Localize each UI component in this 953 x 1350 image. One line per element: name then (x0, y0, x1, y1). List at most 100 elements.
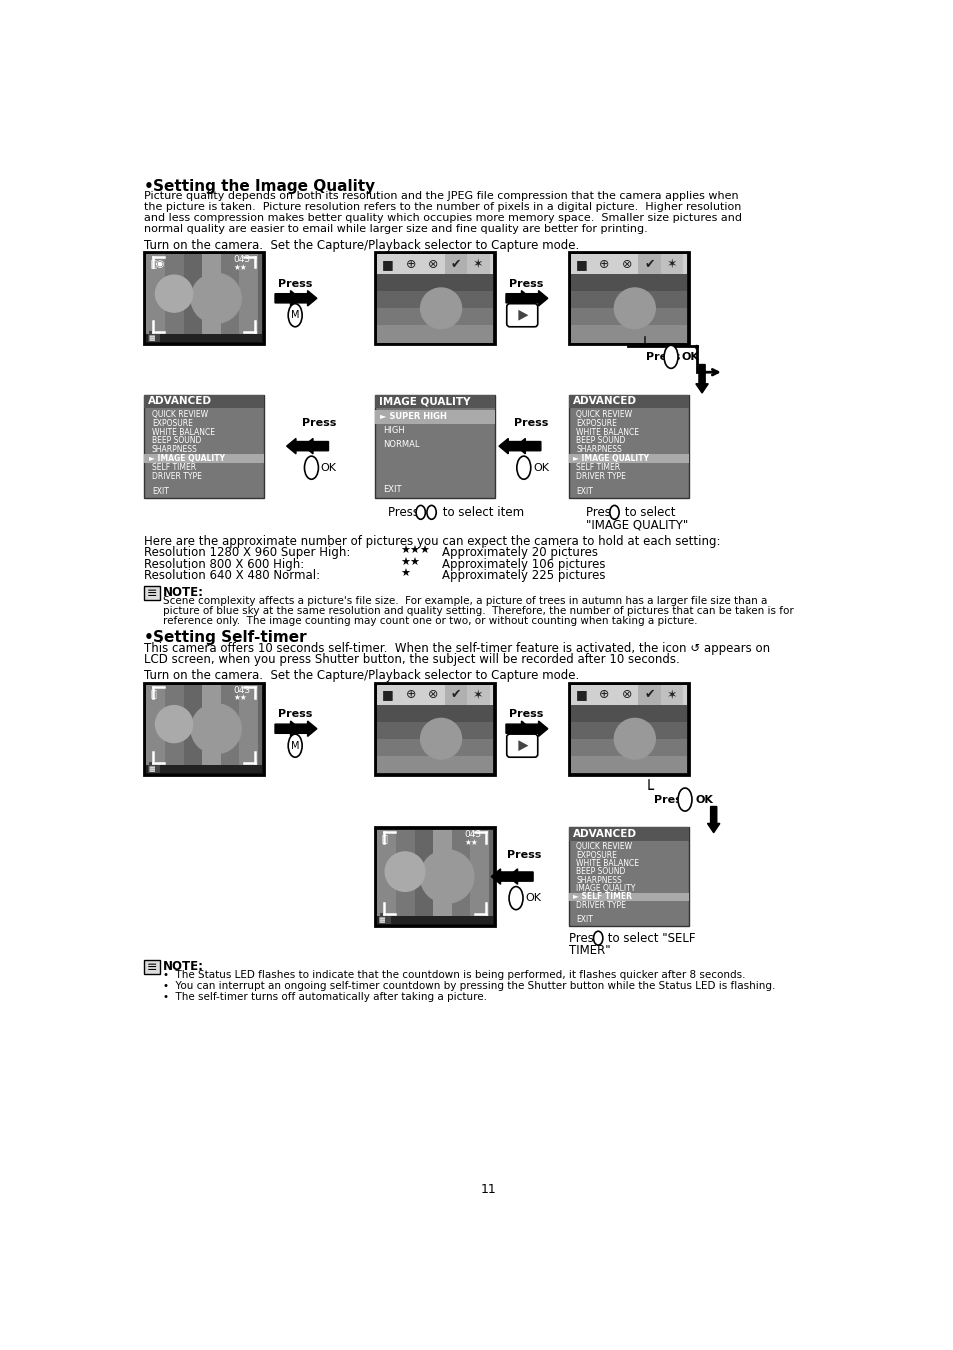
Bar (377, 705, 493, 772)
Bar (377, 254, 493, 274)
Text: ⊕: ⊕ (405, 688, 416, 702)
Text: ≡: ≡ (147, 961, 157, 973)
Text: Here are the approximate number of pictures you can expect the camera to hold at: Here are the approximate number of pictu… (144, 536, 720, 548)
Bar (433, 830, 452, 917)
Bar (375, 394, 495, 498)
Text: ► SUPER HIGH: ► SUPER HIGH (379, 412, 446, 421)
Bar (377, 915, 493, 923)
Text: •  You can interrupt an ongoing self-timer countdown by pressing the Shutter but: • You can interrupt an ongoing self-time… (162, 981, 774, 991)
Text: SHARPNESS: SHARPNESS (576, 876, 621, 884)
Ellipse shape (593, 931, 602, 945)
FancyBboxPatch shape (506, 734, 537, 757)
Text: QUICK REVIEW: QUICK REVIEW (576, 410, 632, 418)
Bar (660, 254, 682, 274)
Text: 11: 11 (480, 1183, 497, 1196)
Bar (183, 254, 202, 335)
Bar (377, 756, 493, 774)
Bar (593, 684, 616, 705)
Text: NORMAL: NORMAL (382, 440, 418, 450)
Text: SELF TIMER: SELF TIMER (576, 463, 620, 472)
Text: ★★: ★★ (233, 694, 247, 702)
Bar (150, 761, 155, 765)
Bar (377, 292, 493, 309)
Text: ► SELF TIMER: ► SELF TIMER (573, 892, 632, 902)
Bar (375, 410, 495, 424)
FancyArrow shape (522, 290, 547, 306)
Text: ⊕: ⊕ (598, 688, 609, 702)
Text: ⌛◉: ⌛◉ (150, 258, 165, 267)
Text: ▦: ▦ (148, 765, 154, 772)
FancyArrow shape (274, 290, 299, 306)
Bar (660, 684, 682, 705)
Bar (638, 254, 660, 274)
Bar (571, 705, 686, 772)
Text: Setting Self-timer: Setting Self-timer (153, 630, 307, 645)
Text: WHITE BALANCE: WHITE BALANCE (152, 428, 214, 436)
FancyArrow shape (498, 439, 523, 454)
Bar (467, 684, 489, 705)
Bar (148, 765, 160, 772)
Text: Approximately 106 pictures: Approximately 106 pictures (442, 558, 605, 571)
Bar (568, 394, 688, 498)
Ellipse shape (288, 304, 302, 327)
Bar (144, 960, 159, 975)
Text: NOTE:: NOTE: (162, 586, 203, 598)
Polygon shape (517, 740, 528, 751)
Bar (444, 684, 467, 705)
Text: reference only.  The image counting may count one or two, or without counting wh: reference only. The image counting may c… (162, 616, 697, 625)
Ellipse shape (304, 456, 318, 479)
Bar (422, 684, 444, 705)
Bar (571, 722, 686, 740)
Polygon shape (517, 310, 528, 320)
FancyArrow shape (695, 364, 707, 393)
FancyArrow shape (508, 869, 533, 884)
Text: ► IMAGE QUALITY: ► IMAGE QUALITY (149, 454, 225, 463)
Bar (183, 684, 202, 765)
Text: SELF TIMER: SELF TIMER (152, 463, 195, 472)
Text: ≡: ≡ (147, 587, 157, 599)
Bar (377, 684, 493, 705)
Text: Press: Press (388, 506, 422, 520)
Bar (375, 828, 495, 926)
Ellipse shape (427, 505, 436, 520)
Text: M: M (291, 310, 299, 320)
FancyArrow shape (292, 290, 316, 306)
Bar (375, 252, 495, 344)
Text: Picture quality depends on both its resolution and the JPEG file compression tha: Picture quality depends on both its reso… (144, 192, 738, 201)
Bar (571, 274, 686, 342)
Text: Press: Press (506, 850, 540, 860)
Bar (377, 274, 493, 342)
Text: ✶: ✶ (666, 688, 677, 702)
FancyArrow shape (491, 869, 516, 884)
Circle shape (385, 852, 424, 891)
Text: EXIT: EXIT (576, 487, 593, 497)
Text: HIGH: HIGH (382, 427, 404, 435)
Text: ✔: ✔ (643, 258, 654, 271)
Text: BEEP SOUND: BEEP SOUND (576, 867, 625, 876)
Bar (638, 684, 660, 705)
Text: ⊕: ⊕ (405, 258, 416, 271)
Text: ⌛: ⌛ (150, 688, 156, 698)
Text: ■: ■ (576, 688, 587, 702)
Bar (148, 335, 160, 342)
Bar (452, 830, 470, 917)
Bar (616, 254, 638, 274)
Text: ✔: ✔ (643, 688, 654, 702)
Bar (144, 394, 264, 409)
Bar (571, 292, 686, 309)
Bar (377, 684, 399, 705)
Circle shape (420, 288, 461, 328)
Circle shape (420, 850, 474, 903)
Text: to select "SELF: to select "SELF (603, 931, 695, 945)
Bar (375, 394, 495, 409)
FancyArrow shape (522, 721, 547, 736)
Text: Resolution 640 X 480 Normal:: Resolution 640 X 480 Normal: (144, 570, 320, 582)
Bar (146, 254, 165, 335)
Text: •: • (144, 180, 159, 194)
FancyArrow shape (303, 439, 328, 454)
Bar (220, 684, 239, 765)
Text: SHARPNESS: SHARPNESS (152, 446, 197, 455)
Bar (616, 684, 638, 705)
Circle shape (614, 718, 655, 759)
Bar (377, 254, 399, 274)
